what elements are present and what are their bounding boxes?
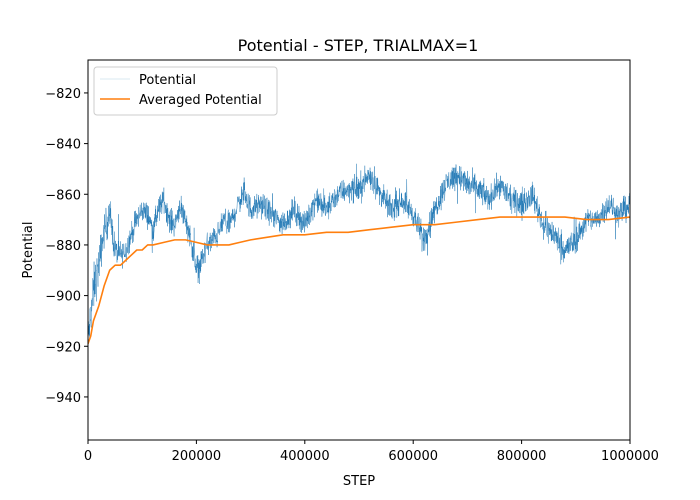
y-axis: −940 −920 −900 −880 −860 −840 −820 (45, 87, 88, 406)
x-tick-label: 0 (84, 449, 92, 464)
legend: Potential Averaged Potential (93, 66, 278, 116)
x-tick-label: 400000 (280, 449, 330, 464)
legend-label-averaged-potential: Averaged Potential (139, 93, 262, 108)
potential-line (88, 163, 630, 340)
y-tick-label: −860 (45, 188, 81, 203)
y-tick-label: −940 (45, 391, 81, 406)
y-axis-label: Potential (21, 222, 36, 279)
y-tick-label: −820 (45, 87, 81, 102)
legend-box (93, 66, 278, 116)
y-tick-label: −920 (45, 340, 81, 355)
y-tick-label: −900 (45, 290, 81, 305)
y-tick-label: −880 (45, 239, 81, 254)
series-averaged-potential (88, 216, 630, 344)
series-potential (88, 163, 630, 340)
averaged-potential-line (88, 216, 630, 344)
x-axis-label: STEP (343, 474, 375, 489)
x-tick-label: 600000 (388, 449, 438, 464)
legend-label-potential: Potential (139, 73, 196, 88)
y-tick-label: −840 (45, 138, 81, 153)
data-layer (88, 163, 630, 344)
plot-frame (87, 59, 631, 441)
x-tick-label: 800000 (497, 449, 547, 464)
x-tick-label: 200000 (172, 449, 222, 464)
x-tick-label: 1000000 (601, 449, 659, 464)
chart-title: Potential - STEP, TRIALMAX=1 (238, 36, 479, 55)
x-axis: 0 200000 400000 600000 800000 1000000 (84, 440, 659, 464)
